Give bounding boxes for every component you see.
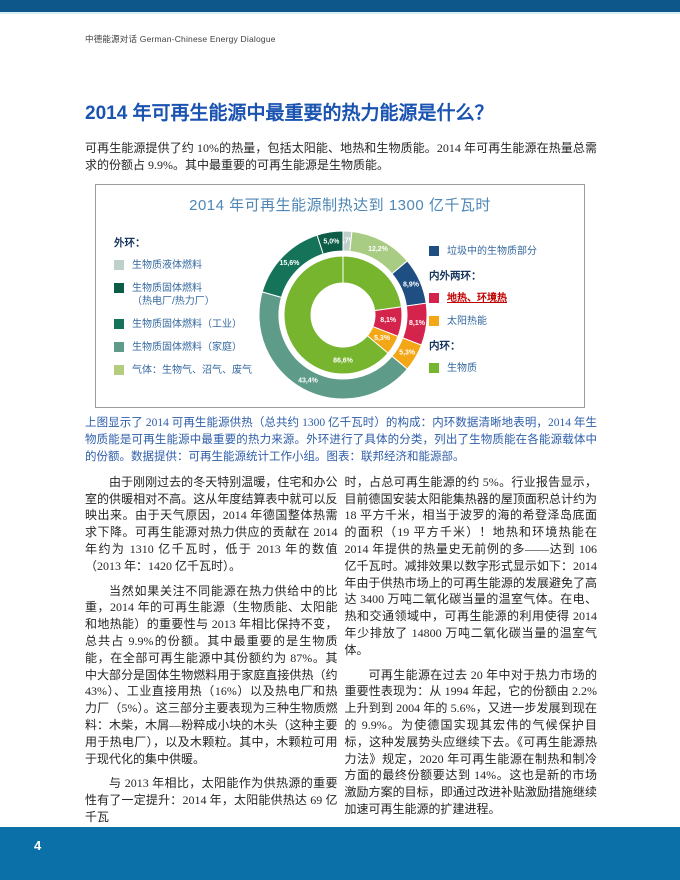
page-content: 2014 年可再生能源中最重要的热力能源是什么？ 可再生能源提供了约 10%的热… [85, 103, 597, 834]
legend-swatch-icon [114, 318, 124, 329]
legend-items: 生物质 [429, 362, 574, 375]
paragraph: 与 2013 年相比，太阳能作为供热源的重要性有了一定提升：2014 年，太阳能… [85, 776, 338, 824]
page-number: 4 [34, 838, 42, 853]
donut-segment-label: 8,1% [380, 317, 397, 324]
page-title: 2014 年可再生能源中最重要的热力能源是什么？ [85, 103, 494, 124]
donut-segment-label: 15,6% [279, 260, 300, 267]
donut-segment [283, 255, 389, 375]
donut-segment-label: 8,9% [403, 281, 420, 288]
legend-header-outer: 外环： [114, 236, 146, 249]
donut-segment-label: 8,1% [409, 320, 426, 327]
legend-item: 生物质固体燃料（工业） [114, 318, 257, 331]
legend-label: 生物质固体燃料（家庭） [132, 341, 242, 353]
paragraph: 当然如果关注不同能源在热力供给中的比重，2014 年的可再生能源（生物质能、太阳… [85, 583, 338, 766]
donut-segment-label: 86,6% [333, 357, 354, 364]
legend-swatch-icon [114, 282, 124, 293]
legend-swatch-icon [429, 245, 439, 256]
donut-segment-label: 5,3% [399, 350, 416, 357]
donut-segment-label: 12,2% [368, 246, 389, 253]
legend-label: 生物质液体燃料 [132, 259, 202, 271]
chart-row: 外环： 生物质液体燃料 生物质固体燃料 （热电厂/热力厂） 生物质固体燃料（工业）生… [96, 227, 584, 401]
legend-items: 垃圾中的生物质部分 [429, 245, 574, 258]
legend-label: 生物质固体燃料 （热电厂/热力厂） [132, 282, 215, 307]
legend-right-groups: 垃圾中的生物质部分内外两环： 地热、环境热 太阳热能内环： 生物质 [429, 245, 574, 375]
legend-item: 生物质 [429, 362, 574, 375]
legend-swatch-icon [114, 364, 124, 375]
brand-text: 中德能源对话 German-Chinese Energy Dialogue [85, 34, 276, 44]
legend-label: 地热、环境热 [447, 292, 507, 304]
legend-header: 内环： [429, 339, 461, 352]
legend-label: 生物质 [447, 362, 477, 374]
donut-chart: 8,1% 5,3% 86,6% 1,7% 12,2% 8,9% 8,1% 5,3% 43,4% 1… [257, 229, 429, 401]
legend-header: 内外两环： [429, 269, 482, 282]
donut-segment-label: 43,4% [298, 377, 319, 384]
chart-title: 2014 年可再生能源制热达到 1300 亿千瓦时 [189, 196, 491, 214]
legend-label: 生物质固体燃料（工业） [132, 318, 242, 330]
legend-label: 垃圾中的生物质部分 [447, 245, 537, 257]
paragraph: 可再生能源在过去 20 年中对于热力市场的重要性表现为：从 1994 年起，它的… [344, 667, 598, 816]
legend-label: 太阳热能 [447, 315, 487, 327]
legend-item: 地热、环境热 [429, 292, 574, 305]
chart-legend-outer-ring: 外环： 生物质液体燃料 生物质固体燃料 （热电厂/热力厂） 生物质固体燃料（工业）生… [106, 227, 257, 387]
legend-item: 垃圾中的生物质部分 [429, 245, 574, 258]
legend-swatch-icon [429, 315, 439, 326]
legend-item: 生物质液体燃料 [114, 259, 257, 272]
legend-item: 生物质固体燃料（家庭） [114, 341, 257, 354]
right-column: 时，占总可再生能源的约 5%。行业报告显示，目前德国安装太阳能集热器的屋顶面积总… [345, 474, 598, 834]
donut-segment-label: 5,3% [374, 335, 391, 342]
intro-paragraph: 可再生能源提供了约 10%的热量，包括太阳能、地热和生物质能。2014 年可再生… [85, 140, 597, 172]
body-columns: 由于刚刚过去的冬天特别温暖，住宅和办公室的供暖相对不高。这从年度结算表中就可以反… [85, 474, 597, 834]
legend-swatch-icon [429, 292, 439, 303]
legend-label: 气体：生物气、沼气、废气 [132, 364, 252, 376]
top-accent-bar [0, 0, 680, 14]
legend-item: 生物质固体燃料 （热电厂/热力厂） [114, 282, 257, 308]
donut-segment-label: 1,7% [339, 237, 356, 244]
legend-swatch-icon [114, 259, 124, 270]
chart-caption: 上图显示了 2014 可再生能源供热（总共约 1300 亿千瓦时）的构成：内环数… [85, 416, 597, 463]
donut-segment [316, 230, 344, 255]
donut-svg: 8,1% 5,3% 86,6% 1,7% 12,2% 8,9% 8,1% 5,3% 43,4% 1… [258, 230, 428, 400]
legend-swatch-icon [429, 362, 439, 373]
paragraph: 时，占总可再生能源的约 5%。行业报告显示，目前德国安装太阳能集热器的屋顶面积总… [344, 474, 598, 657]
legend-item: 气体：生物气、沼气、废气 [114, 364, 257, 377]
chart-legend-right: 垃圾中的生物质部分内外两环： 地热、环境热 太阳热能内环： 生物质 [429, 227, 574, 385]
chart-figure: 2014 年可再生能源制热达到 1300 亿千瓦时 外环： 生物质液体燃料 生物质… [95, 183, 585, 408]
legend-item: 太阳热能 [429, 315, 574, 328]
legend-outer-items: 生物质液体燃料生物质固体燃料 （热电厂/热力厂） 生物质固体燃料（工业） 生物质固体… [114, 259, 257, 377]
left-column: 由于刚刚过去的冬天特别温暖，住宅和办公室的供暖相对不高。这从年度结算表中就可以反… [85, 474, 338, 834]
donut-segment-label: 5,0% [323, 238, 340, 245]
legend-items: 地热、环境热 太阳热能 [429, 292, 574, 328]
legend-swatch-icon [114, 341, 124, 352]
paragraph: 由于刚刚过去的冬天特别温暖，住宅和办公室的供暖相对不高。这从年度结算表中就可以反… [85, 474, 338, 573]
footer-bar: 4 [0, 827, 680, 880]
